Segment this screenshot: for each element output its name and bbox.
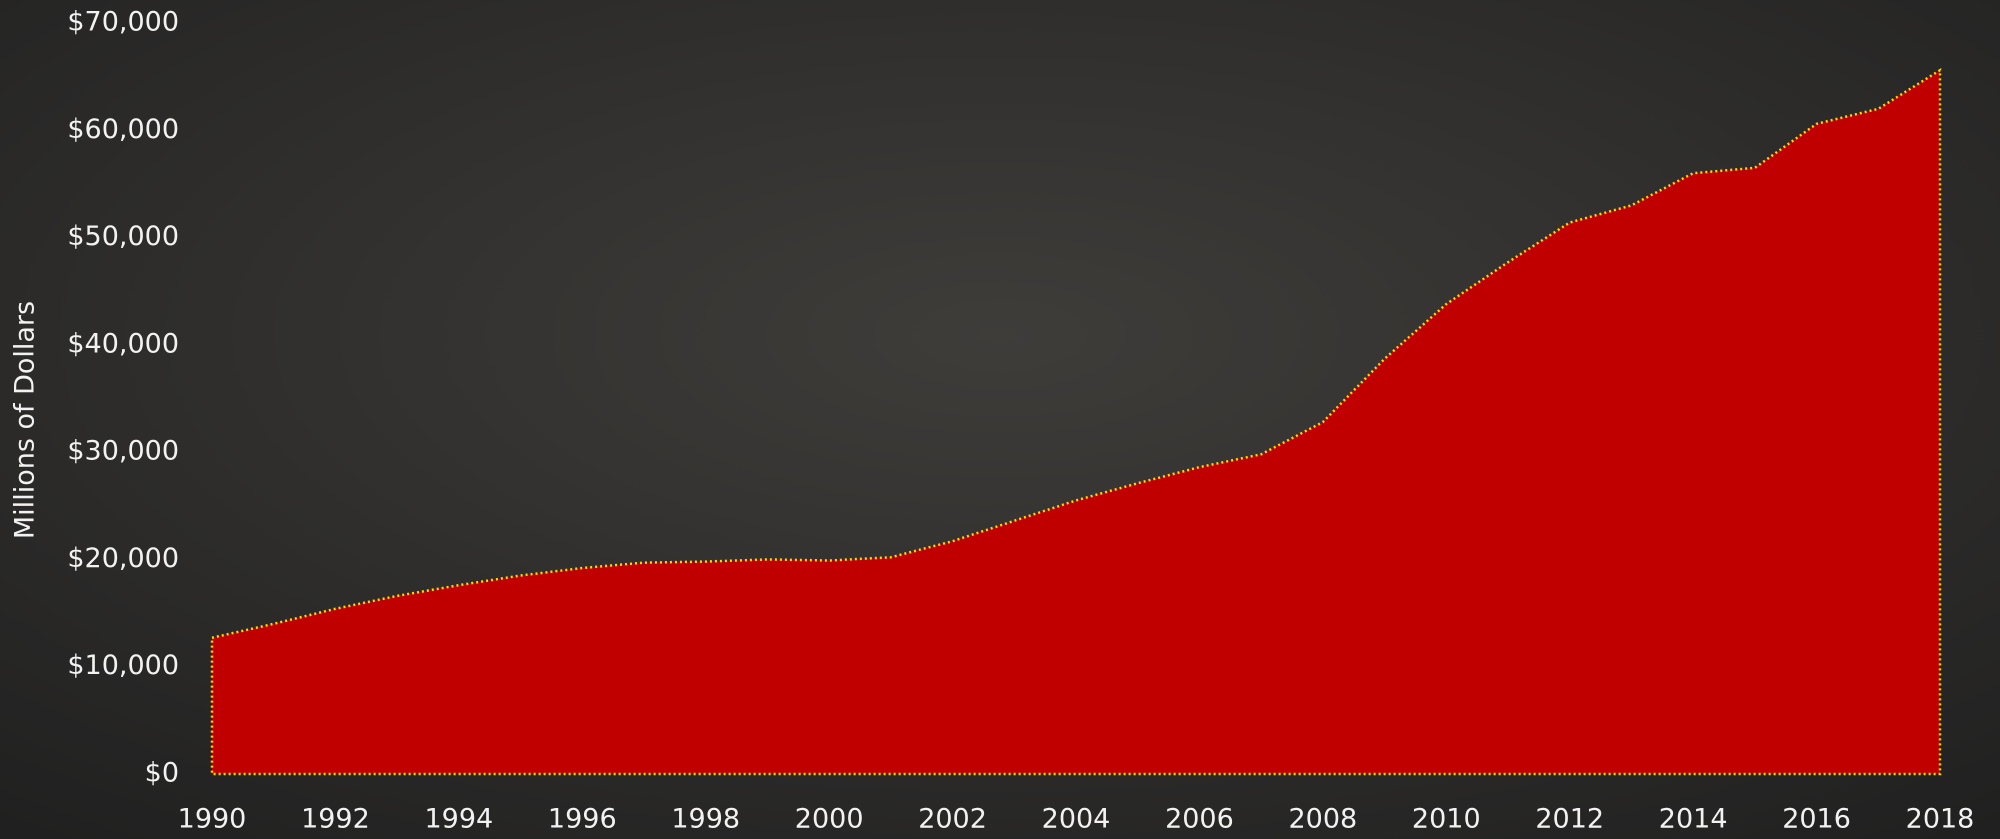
x-tick-label: 2000 — [795, 804, 864, 835]
y-tick-label: $40,000 — [67, 328, 179, 359]
y-tick-label: $60,000 — [67, 114, 179, 145]
x-tick-label: 2002 — [918, 804, 987, 835]
x-tick-label: 2010 — [1412, 804, 1481, 835]
x-tick-label: 1996 — [548, 804, 617, 835]
y-tick-label: $10,000 — [67, 650, 179, 681]
x-tick-label: 1990 — [178, 804, 247, 835]
x-tick-label: 2004 — [1042, 804, 1111, 835]
x-tick-label: 1992 — [301, 804, 370, 835]
x-tick-label: 2018 — [1906, 804, 1975, 835]
x-tick-label: 2008 — [1288, 804, 1357, 835]
area — [210, 67, 1942, 776]
y-tick-label: $20,000 — [67, 543, 179, 574]
x-tick-label: 2014 — [1659, 804, 1728, 835]
y-tick-label: $30,000 — [67, 436, 179, 467]
y-axis-label: Millions of Dollars — [10, 301, 41, 539]
y-tick-label: $50,000 — [67, 221, 179, 252]
x-tick-label: 2012 — [1535, 804, 1604, 835]
y-tick-label: $0 — [145, 758, 179, 789]
y-tick-label: $70,000 — [67, 7, 179, 38]
x-tick-label: 1998 — [671, 804, 740, 835]
x-tick-label: 2016 — [1782, 804, 1851, 835]
x-tick-label: 1994 — [424, 804, 493, 835]
x-tick-label: 2006 — [1165, 804, 1234, 835]
